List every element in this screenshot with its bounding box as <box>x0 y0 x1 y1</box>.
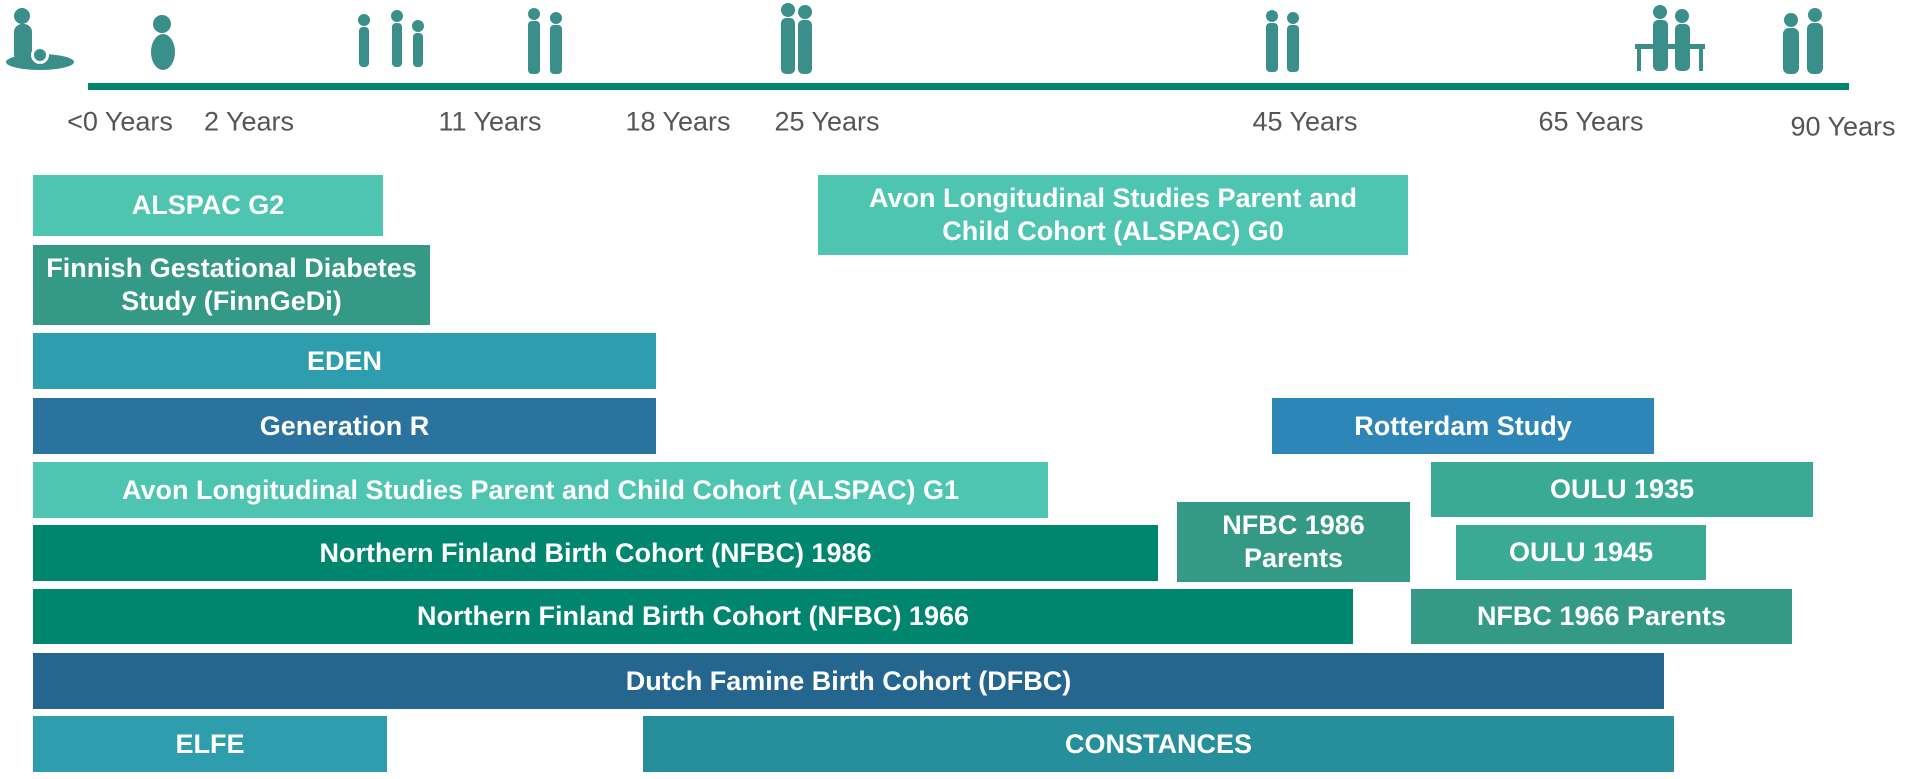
cohort-bar: Dutch Famine Birth Cohort (DFBC) <box>33 653 1664 709</box>
cohort-bar: NFBC 1986 Parents <box>1177 502 1410 582</box>
timeline-axis <box>88 83 1849 90</box>
life-stage-icons <box>6 3 1823 74</box>
cohort-bar: Avon Longitudinal Studies Parent and Chi… <box>818 175 1408 255</box>
age-label: 45 Years <box>1252 106 1358 137</box>
age-label: 11 Years <box>438 106 542 137</box>
cohort-bar: OULU 1945 <box>1456 525 1706 580</box>
age-label: <0 Years <box>67 106 173 137</box>
age-label: 2 Years <box>203 106 295 137</box>
cohort-bar: CONSTANCES <box>643 716 1674 772</box>
cohort-bar: Avon Longitudinal Studies Parent and Chi… <box>33 462 1048 518</box>
cohort-bar: Generation R <box>33 398 656 454</box>
cohort-bar: Rotterdam Study <box>1272 398 1654 454</box>
cohort-bar: ELFE <box>33 716 387 772</box>
timeline-graphics <box>6 3 1849 90</box>
cohort-bar: ALSPAC G2 <box>33 175 383 236</box>
cohort-bar: Northern Finland Birth Cohort (NFBC) 198… <box>33 525 1158 581</box>
cohort-bar: NFBC 1966 Parents <box>1411 589 1792 644</box>
age-label: 65 Years <box>1538 106 1644 137</box>
cohort-bar: EDEN <box>33 333 656 389</box>
age-label: 90 Years <box>1790 111 1896 142</box>
cohort-bar: Northern Finland Birth Cohort (NFBC) 196… <box>33 589 1353 644</box>
age-label: 18 Years <box>625 106 731 137</box>
cohort-bar: Finnish Gestational Diabetes Study (Finn… <box>33 245 430 325</box>
age-label: 25 Years <box>774 106 880 137</box>
cohort-bar: OULU 1935 <box>1431 462 1813 517</box>
